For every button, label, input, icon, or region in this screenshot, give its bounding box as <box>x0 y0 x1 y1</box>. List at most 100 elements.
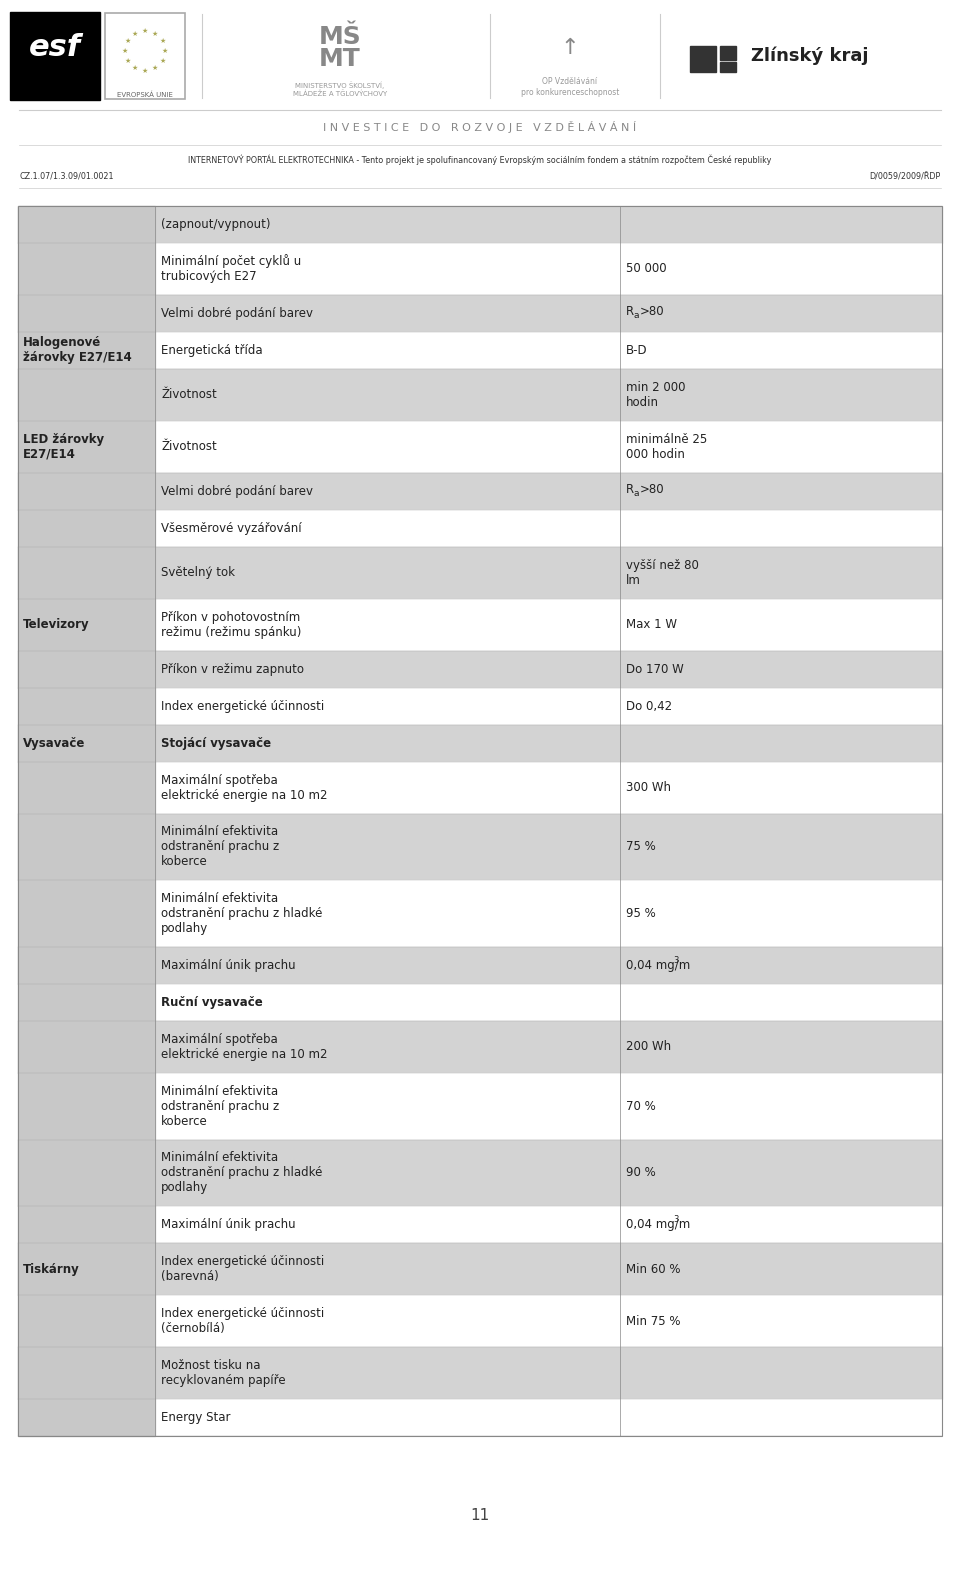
Bar <box>18 547 155 598</box>
Text: Index energetické účinnosti
(černobílá): Index energetické účinnosti (černobílá) <box>161 1307 324 1336</box>
Bar <box>105 13 185 99</box>
Bar <box>18 509 155 547</box>
Bar <box>18 725 155 761</box>
Text: >80: >80 <box>640 482 664 496</box>
Bar <box>18 369 942 421</box>
Text: D/0059/2009/ŘDP: D/0059/2009/ŘDP <box>869 171 940 180</box>
Text: ★: ★ <box>142 69 148 73</box>
Text: ★: ★ <box>132 30 138 37</box>
Text: >80: >80 <box>640 305 664 318</box>
Text: Minimální efektivita
odstranění prachu z
koberce: Minimální efektivita odstranění prachu z… <box>161 825 279 868</box>
Text: Minimální počet cyklů u
trubicových E27: Minimální počet cyklů u trubicových E27 <box>161 254 301 284</box>
Bar <box>18 1296 155 1347</box>
Bar <box>18 814 942 881</box>
Text: MINISTERSTVO ŠKOLSTVÍ,
MLÁDEŽE A TĞLOVÝCHOVY: MINISTERSTVO ŠKOLSTVÍ, MLÁDEŽE A TĞLOVÝC… <box>293 81 387 97</box>
Bar <box>18 1207 942 1243</box>
Bar <box>18 985 155 1021</box>
Text: ★: ★ <box>142 29 148 34</box>
Text: 0,04 mg/m: 0,04 mg/m <box>626 1218 690 1232</box>
Bar <box>18 243 942 295</box>
Bar <box>10 13 100 101</box>
Text: Halogenové
žárovky E27/E14: Halogenové žárovky E27/E14 <box>23 337 132 364</box>
Bar <box>18 1400 155 1436</box>
Bar <box>18 243 155 295</box>
Text: Maximální spotřeba
elektrické energie na 10 m2: Maximální spotřeba elektrické energie na… <box>161 774 327 801</box>
Text: ★: ★ <box>152 65 158 72</box>
Text: Index energetické účinnosti
(barevná): Index energetické účinnosti (barevná) <box>161 1256 324 1283</box>
Text: Minimální efektivita
odstranění prachu z
koberce: Minimální efektivita odstranění prachu z… <box>161 1085 279 1128</box>
Bar <box>720 62 736 72</box>
Bar <box>18 1073 942 1140</box>
Bar <box>18 1347 942 1400</box>
Text: 3: 3 <box>674 956 679 966</box>
Text: Možnost tisku na
recyklovaném papíře: Možnost tisku na recyklovaném papíře <box>161 1360 286 1387</box>
Bar <box>18 332 155 369</box>
Bar <box>18 1021 942 1073</box>
Text: Min 60 %: Min 60 % <box>626 1262 681 1275</box>
Bar <box>18 814 155 881</box>
Text: LED žárovky
E27/E14: LED žárovky E27/E14 <box>23 433 104 461</box>
Text: R: R <box>626 482 635 496</box>
Bar <box>18 598 942 651</box>
Bar <box>18 881 942 946</box>
Bar <box>18 1140 942 1207</box>
Bar <box>18 472 942 509</box>
Bar <box>18 688 942 725</box>
Bar <box>18 1243 942 1296</box>
Bar <box>720 46 736 61</box>
Text: I N V E S T I C E   D O   R O Z V O J E   V Z D Ě L Á V Á N Í: I N V E S T I C E D O R O Z V O J E V Z … <box>324 121 636 132</box>
Text: ★: ★ <box>159 38 165 45</box>
Bar <box>18 1400 942 1436</box>
Text: Do 170 W: Do 170 W <box>626 662 684 675</box>
Bar <box>18 332 942 369</box>
Text: Tiskárny: Tiskárny <box>23 1262 80 1275</box>
Text: OP Vzdělávání
pro konkurenceschopnost: OP Vzdělávání pro konkurenceschopnost <box>521 77 619 97</box>
Text: Minimální efektivita
odstranění prachu z hladké
podlahy: Minimální efektivita odstranění prachu z… <box>161 892 323 935</box>
Bar <box>690 46 716 72</box>
Bar <box>18 295 942 332</box>
Bar <box>18 985 942 1021</box>
Text: a: a <box>634 488 639 498</box>
Bar <box>18 295 155 332</box>
Bar <box>18 547 942 598</box>
Bar <box>18 509 942 547</box>
Text: ★: ★ <box>125 57 131 64</box>
Text: Světelný tok: Světelný tok <box>161 567 235 579</box>
Text: MŠ
MT: MŠ MT <box>319 26 361 70</box>
Text: 3: 3 <box>674 1215 679 1224</box>
Text: 50 000: 50 000 <box>626 262 666 276</box>
Bar <box>18 1243 155 1296</box>
Text: EVROPSKÁ UNIE: EVROPSKÁ UNIE <box>117 91 173 97</box>
Text: (zapnout/vypnout): (zapnout/vypnout) <box>161 219 271 231</box>
Text: Energetická třída: Energetická třída <box>161 345 263 358</box>
Bar <box>18 946 155 985</box>
Text: Vysavače: Vysavače <box>23 737 85 750</box>
Text: Maximální únik prachu: Maximální únik prachu <box>161 959 296 972</box>
Bar <box>18 881 155 946</box>
Text: 95 %: 95 % <box>626 907 656 921</box>
Bar <box>18 206 155 243</box>
Text: Minimální efektivita
odstranění prachu z hladké
podlahy: Minimální efektivita odstranění prachu z… <box>161 1151 323 1194</box>
Text: ↑: ↑ <box>561 38 579 57</box>
Text: Všesměrové vyzářování: Všesměrové vyzářování <box>161 522 301 535</box>
Text: Ruční vysavače: Ruční vysavače <box>161 996 263 1009</box>
Text: Stojácí vysavače: Stojácí vysavače <box>161 737 271 750</box>
Bar <box>18 206 942 243</box>
Bar <box>18 651 942 688</box>
Text: B-D: B-D <box>626 345 648 358</box>
Text: R: R <box>626 305 635 318</box>
Text: Max 1 W: Max 1 W <box>626 618 677 630</box>
Text: 200 Wh: 200 Wh <box>626 1041 671 1053</box>
Text: 0,04 mg/m: 0,04 mg/m <box>626 959 690 972</box>
Text: Index energetické účinnosti: Index energetické účinnosti <box>161 699 324 713</box>
Bar <box>18 1347 155 1400</box>
Bar <box>18 421 942 472</box>
Bar <box>18 421 155 472</box>
Text: 90 %: 90 % <box>626 1167 656 1179</box>
Bar <box>18 725 942 761</box>
Text: vyšší než 80
lm: vyšší než 80 lm <box>626 559 699 587</box>
Text: ★: ★ <box>125 38 131 45</box>
Bar <box>18 1021 155 1073</box>
Text: Velmi dobré podání barev: Velmi dobré podání barev <box>161 485 313 498</box>
Text: esf: esf <box>29 34 81 62</box>
